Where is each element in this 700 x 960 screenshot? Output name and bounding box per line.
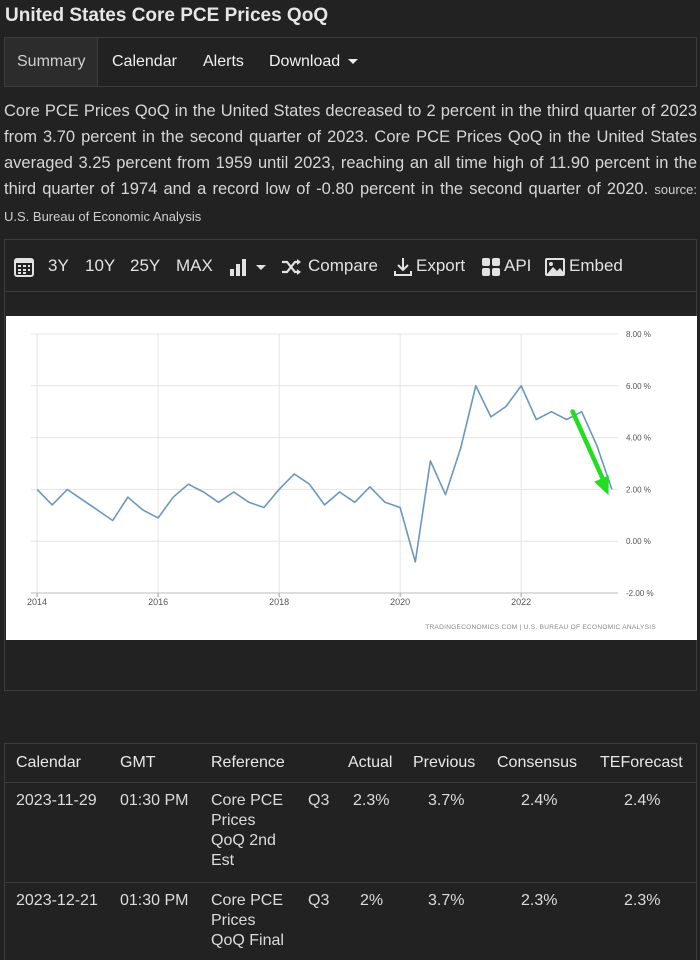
bar-chart-icon: [230, 258, 246, 276]
chart-credit: TRADINGECONOMICS.COM | U.S. BUREAU OF EC…: [425, 624, 656, 631]
row-forecast: 2.3%: [624, 892, 661, 909]
nav-tabs: Summary Calendar Alerts Download: [4, 37, 697, 87]
row-period: Q3: [308, 792, 330, 809]
row-forecast: 2.4%: [624, 792, 661, 809]
compare-label: Compare: [308, 256, 378, 275]
y-tick-label: 8.00 %: [626, 330, 651, 339]
x-tick-label: 2022: [511, 597, 531, 607]
summary-text: Core PCE Prices QoQ in the United States…: [4, 102, 697, 198]
row-time: 01:30 PM: [120, 792, 189, 809]
api-label: API: [504, 256, 532, 275]
x-tick-label: 2018: [269, 597, 289, 607]
export-button[interactable]: Export: [392, 240, 465, 292]
row-consensus: 2.4%: [521, 792, 558, 809]
row-reference-line: Prices: [211, 912, 256, 929]
summary-source: source: U.S. Bureau of Economic Analysis: [4, 182, 697, 224]
row-reference-line: Core PCE: [211, 792, 284, 809]
annotation-arrow-head: [594, 475, 609, 496]
row-reference[interactable]: Core PCE Prices QoQ 2nd Est: [211, 791, 283, 871]
cubes-icon: [482, 257, 500, 276]
table-row[interactable]: 2023-12-21 01:30 PM Core PCE Prices QoQ …: [5, 883, 696, 960]
embed-button[interactable]: Embed: [544, 240, 623, 292]
header-consensus: Consensus: [497, 754, 578, 771]
chart-area: 8.00 % 6.00 % 4.00 % 2.00 % 0.00 % -2.00 % 201…: [6, 316, 697, 640]
row-previous: 3.7%: [428, 792, 465, 809]
range-3y-button[interactable]: 3Y: [48, 256, 69, 275]
compare-button[interactable]: Compare: [280, 240, 378, 292]
range-max-button[interactable]: MAX: [176, 256, 213, 275]
range-10y-button[interactable]: 10Y: [85, 256, 116, 275]
api-button[interactable]: API: [480, 240, 531, 292]
header-teforecast: TEForecast: [600, 754, 683, 771]
chevron-down-icon: [256, 264, 266, 270]
tab-alerts[interactable]: Alerts: [203, 53, 244, 70]
header-calendar: Calendar: [16, 754, 81, 771]
range-25y-button[interactable]: 25Y: [130, 256, 161, 275]
row-date: 2023-12-21: [16, 892, 98, 909]
x-tick-label: 2016: [148, 597, 168, 607]
page-title: United States Core PCE Prices QoQ: [5, 5, 329, 26]
tab-download[interactable]: Download: [269, 38, 359, 86]
summary-paragraph: Core PCE Prices QoQ in the United States…: [4, 98, 697, 230]
chevron-down-icon: [348, 59, 359, 65]
row-time: 01:30 PM: [120, 892, 189, 909]
calendar-table: Calendar GMT Reference Actual Previous C…: [4, 743, 697, 960]
row-actual: 2%: [360, 892, 384, 909]
x-tick-label: 2020: [390, 597, 410, 607]
row-reference-line: Core PCE: [211, 892, 284, 909]
tab-summary[interactable]: Summary: [5, 38, 99, 86]
y-tick-label: -2.00 %: [626, 589, 654, 598]
tab-download-label: Download: [269, 53, 341, 70]
image-icon: [545, 257, 565, 276]
table-header-row: Calendar GMT Reference Actual Previous C…: [5, 744, 696, 783]
header-gmt: GMT: [120, 754, 156, 771]
row-reference-line: QoQ 2nd: [211, 832, 276, 849]
table-row[interactable]: 2023-11-29 01:30 PM Core PCE Prices QoQ …: [5, 783, 696, 883]
row-date: 2023-11-29: [16, 792, 97, 809]
header-actual: Actual: [348, 754, 393, 771]
row-reference-line: QoQ Final: [211, 932, 284, 949]
series-line: [36, 385, 613, 563]
y-tick-label: 2.00 %: [626, 485, 651, 494]
chart-toolbar: 3Y 10Y 25Y MAX Compare Export API Embed: [5, 240, 696, 292]
chart-type-button[interactable]: [228, 240, 268, 292]
download-icon: [394, 257, 412, 276]
y-tick-label: 0.00 %: [626, 537, 651, 546]
row-reference-line: Est: [211, 852, 235, 869]
row-previous: 3.7%: [428, 892, 465, 909]
row-reference-line: Prices: [211, 812, 256, 829]
row-actual: 2.3%: [353, 792, 390, 809]
row-reference[interactable]: Core PCE Prices QoQ Final: [211, 891, 284, 951]
export-label: Export: [416, 256, 466, 275]
header-previous: Previous: [413, 754, 476, 771]
row-consensus: 2.3%: [521, 892, 558, 909]
annotation-arrow-shaft: [570, 409, 607, 484]
chart-panel: 3Y 10Y 25Y MAX Compare Export API Embed …: [4, 239, 697, 691]
calendar-icon[interactable]: [13, 240, 35, 292]
y-tick-label: 6.00 %: [626, 382, 651, 391]
x-tick-label: 2014: [27, 597, 47, 607]
y-tick-label: 4.00 %: [626, 434, 651, 443]
shuffle-icon: [282, 258, 301, 275]
row-period: Q3: [308, 892, 330, 909]
header-reference: Reference: [211, 754, 285, 771]
line-chart: 8.00 % 6.00 % 4.00 % 2.00 % 0.00 % -2.00 % 201…: [27, 330, 656, 631]
tab-calendar[interactable]: Calendar: [112, 53, 177, 70]
embed-label: Embed: [569, 256, 623, 275]
